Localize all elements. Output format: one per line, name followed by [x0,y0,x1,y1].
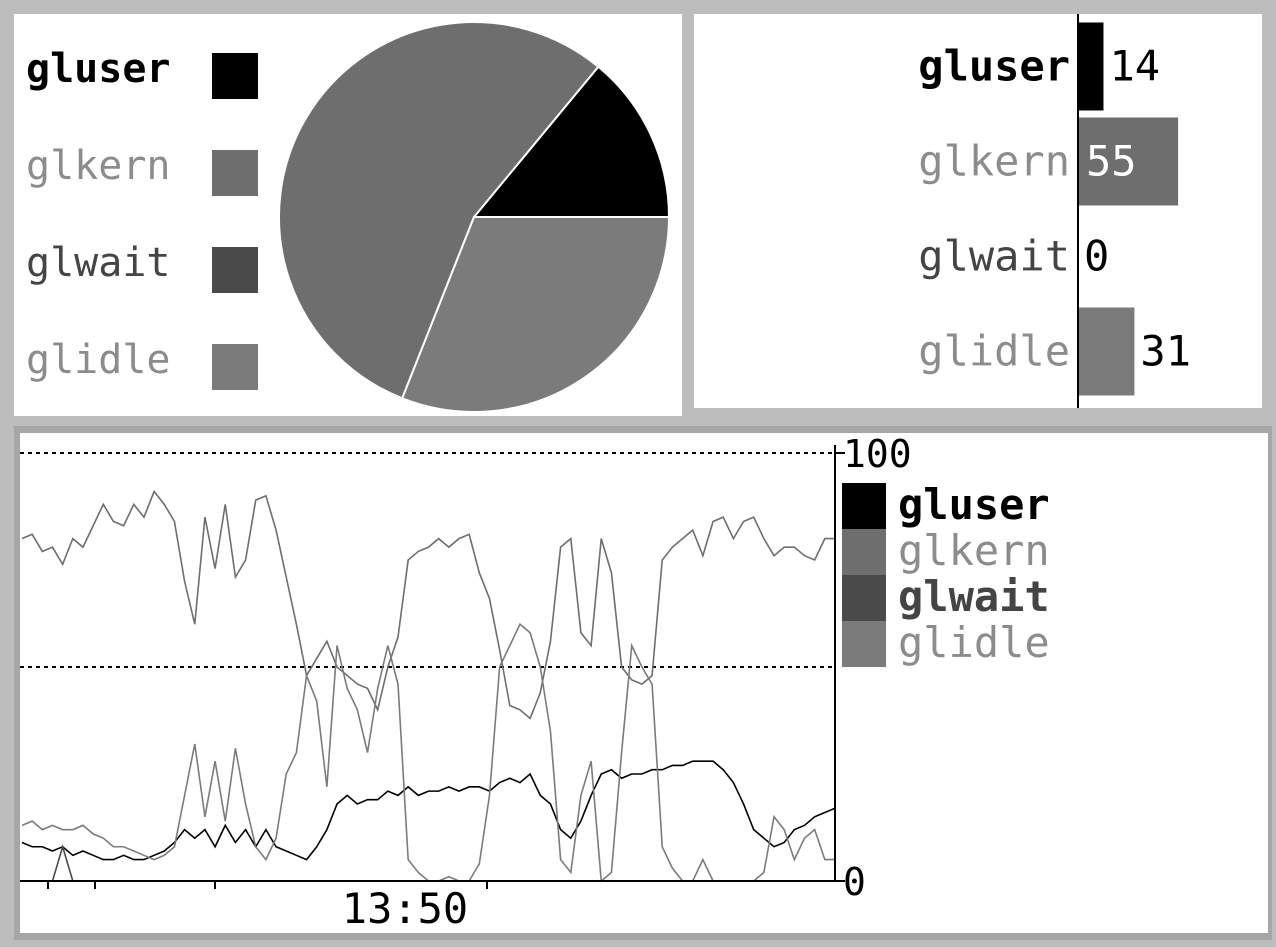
pie-legend-swatch-glkern [212,150,258,196]
bar-category-label-glwait: glwait [918,232,1070,281]
pie-legend-label-glkern: glkern [26,143,171,189]
x-tick-label: 13:50 [342,884,468,933]
y-tick-label-0: 0 [843,860,866,904]
pie-legend-swatch-glwait [212,247,258,293]
line-series-glidle [21,622,835,883]
bar-category-label-glkern: glkern [918,137,1070,186]
pie-slice-gluser [471,65,671,218]
line-legend-swatch-gluser [842,483,886,529]
line-chart-panel: 100 0 13:50 gluser glkern glwait glidle [20,433,1268,933]
pie-legend-label-glidle: glidle [26,337,171,383]
bar-value-label-glidle: 31 [1140,327,1191,376]
bar-chart-panel: gluser 14 glkern 55 glwait 0 glidle 31 [694,14,1262,408]
bar-chart: gluser 14 glkern 55 glwait 0 glidle 31 [918,14,1191,408]
bar-gluser [1078,22,1104,111]
bar-glidle [1078,307,1135,396]
pie-slice-glidle [400,216,671,413]
line-legend-label-glwait: glwait [898,572,1050,621]
bar-value-label-glkern: 55 [1086,137,1137,186]
y-tick-label-100: 100 [843,433,912,476]
line-legend-label-glkern: glkern [898,526,1050,575]
line-series-glkern [21,489,835,720]
line-legend-swatch-glkern [842,529,886,575]
line-series-gluser [21,760,836,861]
pie-legend-swatch-gluser [212,53,258,99]
pie-legend-swatch-glidle [212,344,258,390]
bar-value-label-gluser: 14 [1109,42,1160,91]
bar-value-label-glwait: 0 [1084,232,1109,281]
pie-chart [278,21,671,413]
pie-legend-label-gluser: gluser [26,46,171,92]
pie-slice-glkern [278,21,600,400]
line-legend-swatch-glidle [842,621,886,667]
line-legend-swatch-glwait [842,575,886,621]
line-legend-label-gluser: gluser [898,480,1050,529]
bar-glkern [1078,117,1179,206]
bar-category-label-gluser: gluser [918,42,1070,91]
pie-legend-label-glwait: glwait [26,240,171,286]
line-legend-label-glidle: glidle [898,618,1050,667]
pie-chart-panel: gluser glkern glwait glidle [14,14,682,416]
bar-category-label-glidle: glidle [918,327,1070,376]
line-series-glwait [22,843,835,882]
